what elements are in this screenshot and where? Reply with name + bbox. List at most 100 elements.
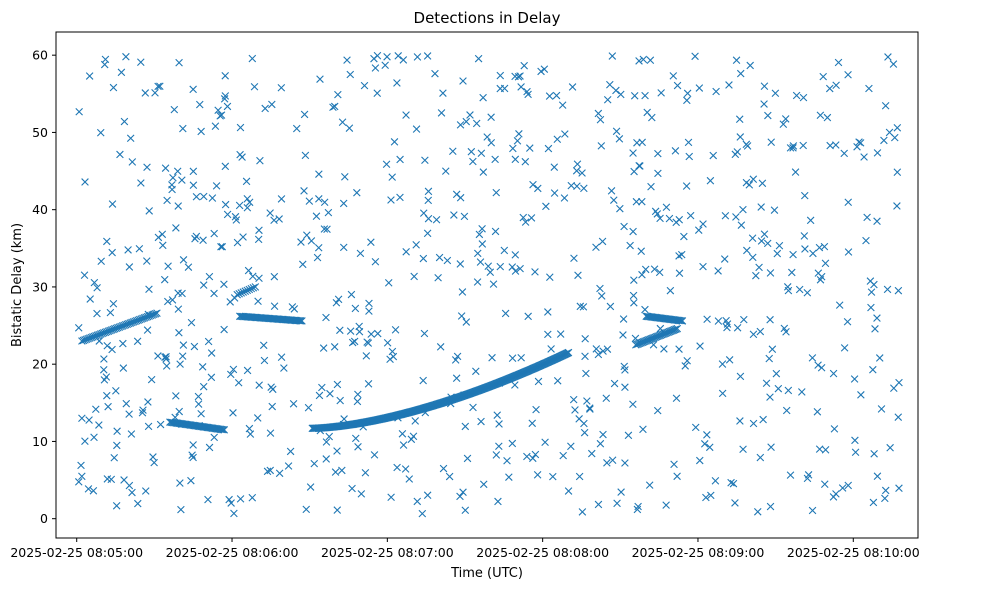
- detection-point: [243, 203, 252, 212]
- detection-point: [78, 472, 86, 481]
- detection-point: [95, 337, 104, 345]
- detection-point: [544, 308, 552, 316]
- detection-point: [495, 420, 503, 428]
- detection-point: [144, 310, 153, 319]
- detection-point: [816, 111, 825, 120]
- detection-point: [263, 467, 272, 476]
- track-detection-point: [641, 337, 649, 346]
- detection-point: [359, 423, 368, 431]
- detection-point: [322, 455, 331, 463]
- detection-point: [671, 147, 680, 155]
- detection-point: [457, 312, 466, 320]
- detection-point: [881, 486, 890, 495]
- detection-point: [616, 204, 624, 213]
- detection-point: [453, 352, 462, 361]
- track-detection-point: [249, 284, 258, 292]
- detection-point: [270, 272, 279, 281]
- detection-point: [102, 373, 111, 381]
- detection-point: [684, 138, 693, 147]
- detection-point: [459, 488, 467, 496]
- detection-point: [596, 439, 605, 448]
- detection-point: [108, 200, 117, 208]
- detection-point: [74, 478, 83, 486]
- detection-point: [221, 71, 230, 80]
- detection-point: [300, 110, 309, 119]
- detection-point: [817, 272, 826, 281]
- detection-point: [528, 419, 537, 428]
- track-detection-point: [672, 325, 680, 333]
- detection-point: [511, 267, 520, 275]
- detection-point: [348, 484, 356, 493]
- detection-point: [545, 92, 554, 100]
- detection-point: [742, 140, 751, 149]
- detection-point: [702, 493, 710, 502]
- detection-point: [204, 495, 212, 504]
- detection-point: [133, 337, 142, 346]
- x-tick-label: 2025-02-25 08:06:00: [166, 545, 299, 560]
- detection-point: [160, 275, 169, 284]
- track-detection-point: [220, 426, 229, 434]
- detection-point: [820, 480, 829, 488]
- detection-point: [561, 130, 569, 138]
- detection-point: [261, 104, 269, 113]
- detection-point: [177, 505, 185, 514]
- detection-point: [393, 79, 401, 87]
- detection-point: [712, 87, 720, 96]
- detection-point: [610, 196, 618, 204]
- detection-point: [198, 363, 207, 371]
- detection-point: [597, 142, 606, 150]
- detection-point: [460, 212, 469, 221]
- detection-point: [443, 256, 452, 265]
- detection-point: [402, 248, 410, 256]
- detection-point: [277, 195, 286, 203]
- detection-point: [491, 227, 500, 236]
- detection-point: [757, 237, 766, 245]
- detection-point: [462, 117, 471, 126]
- detection-point: [851, 436, 859, 445]
- detection-point: [260, 356, 269, 365]
- detection-point: [332, 298, 341, 307]
- detection-point: [672, 218, 680, 227]
- detection-point: [456, 121, 465, 129]
- detection-point: [106, 308, 115, 317]
- detection-point: [714, 317, 723, 325]
- detection-point: [394, 414, 402, 422]
- detection-point: [172, 392, 180, 400]
- detection-point: [316, 75, 324, 83]
- detection-point: [333, 506, 342, 514]
- detection-point: [531, 268, 539, 276]
- detection-point: [865, 84, 873, 93]
- detection-point: [255, 274, 263, 283]
- detection-point: [705, 443, 714, 452]
- detection-point: [639, 55, 648, 64]
- detection-point: [682, 182, 691, 190]
- detection-point: [523, 452, 531, 461]
- detection-point: [93, 309, 101, 318]
- detection-point: [883, 285, 892, 294]
- detection-point: [799, 93, 808, 102]
- detection-point: [733, 148, 742, 156]
- track-detection-point: [637, 339, 645, 347]
- detection-point: [353, 397, 362, 406]
- detection-point: [398, 429, 407, 438]
- detection-point: [567, 442, 575, 451]
- detection-point: [418, 509, 427, 518]
- detection-point: [449, 147, 457, 156]
- detection-point: [469, 403, 477, 412]
- detection-point: [472, 119, 481, 128]
- detection-point: [172, 224, 180, 232]
- detection-point: [432, 215, 441, 224]
- detection-point: [231, 212, 240, 221]
- detection-point: [739, 205, 747, 214]
- detection-point: [192, 192, 201, 201]
- detection-point: [718, 360, 727, 368]
- detection-point: [325, 432, 334, 441]
- detection-point: [238, 153, 246, 161]
- detection-point: [768, 345, 777, 353]
- detection-point: [844, 70, 852, 79]
- detection-point: [333, 380, 342, 389]
- detection-point: [459, 77, 467, 85]
- detection-point: [832, 81, 840, 90]
- detection-point: [441, 167, 450, 175]
- detection-point: [581, 352, 589, 361]
